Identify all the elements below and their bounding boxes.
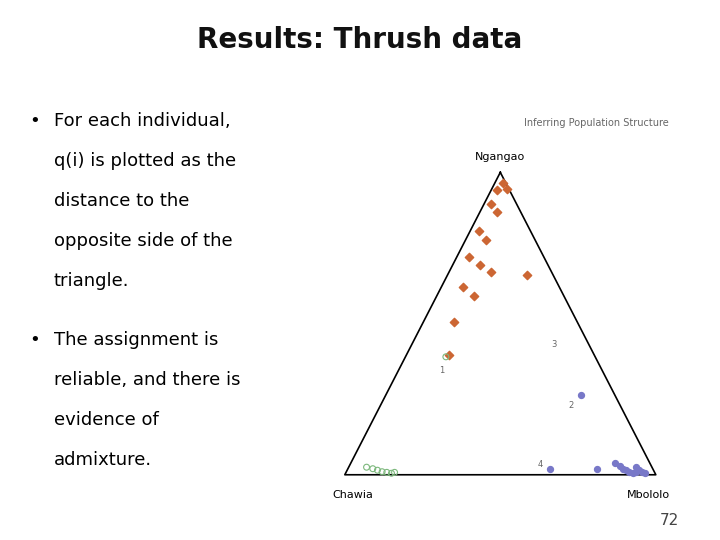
Point	[624, 468, 635, 476]
Point	[381, 468, 392, 477]
Point	[485, 268, 497, 276]
Point	[464, 253, 475, 261]
Text: Ngangao: Ngangao	[475, 152, 526, 162]
Point	[367, 464, 379, 473]
Point	[626, 469, 638, 477]
Text: 1: 1	[439, 366, 444, 375]
Point	[636, 468, 647, 476]
Point	[633, 466, 644, 475]
Point	[377, 468, 388, 476]
Point	[618, 464, 629, 473]
Point	[440, 353, 451, 361]
Point	[501, 185, 513, 193]
Point	[591, 464, 603, 473]
Point	[492, 207, 503, 216]
Point	[474, 260, 486, 269]
Text: opposite side of the: opposite side of the	[54, 232, 233, 250]
Point	[457, 283, 469, 292]
Point	[372, 466, 383, 475]
Text: The assignment is: The assignment is	[54, 330, 218, 349]
Text: reliable, and there is: reliable, and there is	[54, 370, 240, 389]
Text: Inferring Population Structure: Inferring Population Structure	[524, 118, 669, 128]
Point	[361, 463, 372, 471]
Point	[639, 469, 651, 477]
Point	[492, 186, 503, 195]
Text: 2: 2	[569, 401, 574, 410]
Point	[389, 468, 400, 477]
Point	[630, 463, 642, 471]
Point	[485, 200, 497, 208]
Text: distance to the: distance to the	[54, 192, 189, 210]
Text: For each individual,: For each individual,	[54, 112, 230, 130]
Point	[610, 458, 621, 467]
Point	[468, 292, 480, 301]
Text: evidence of: evidence of	[54, 411, 158, 429]
Point	[575, 390, 587, 399]
Text: triangle.: triangle.	[54, 272, 130, 290]
Text: Results: Thrush data: Results: Thrush data	[197, 26, 523, 54]
Point	[473, 227, 485, 235]
Text: 4: 4	[538, 460, 543, 469]
Text: Mbololo: Mbololo	[626, 490, 670, 500]
Text: •: •	[29, 112, 40, 130]
Text: Chawia: Chawia	[332, 490, 373, 500]
Point	[498, 179, 509, 187]
Text: •: •	[29, 330, 40, 349]
Point	[444, 351, 455, 360]
Point	[614, 461, 626, 470]
Point	[621, 466, 632, 475]
Text: 72: 72	[660, 514, 679, 529]
Point	[480, 236, 492, 245]
Text: admixture.: admixture.	[54, 451, 152, 469]
Point	[448, 318, 459, 326]
Point	[544, 464, 556, 473]
Point	[630, 468, 642, 476]
Text: q(i) is plotted as the: q(i) is plotted as the	[54, 152, 236, 170]
Point	[521, 271, 533, 280]
Text: 3: 3	[552, 340, 557, 349]
Point	[386, 469, 397, 477]
